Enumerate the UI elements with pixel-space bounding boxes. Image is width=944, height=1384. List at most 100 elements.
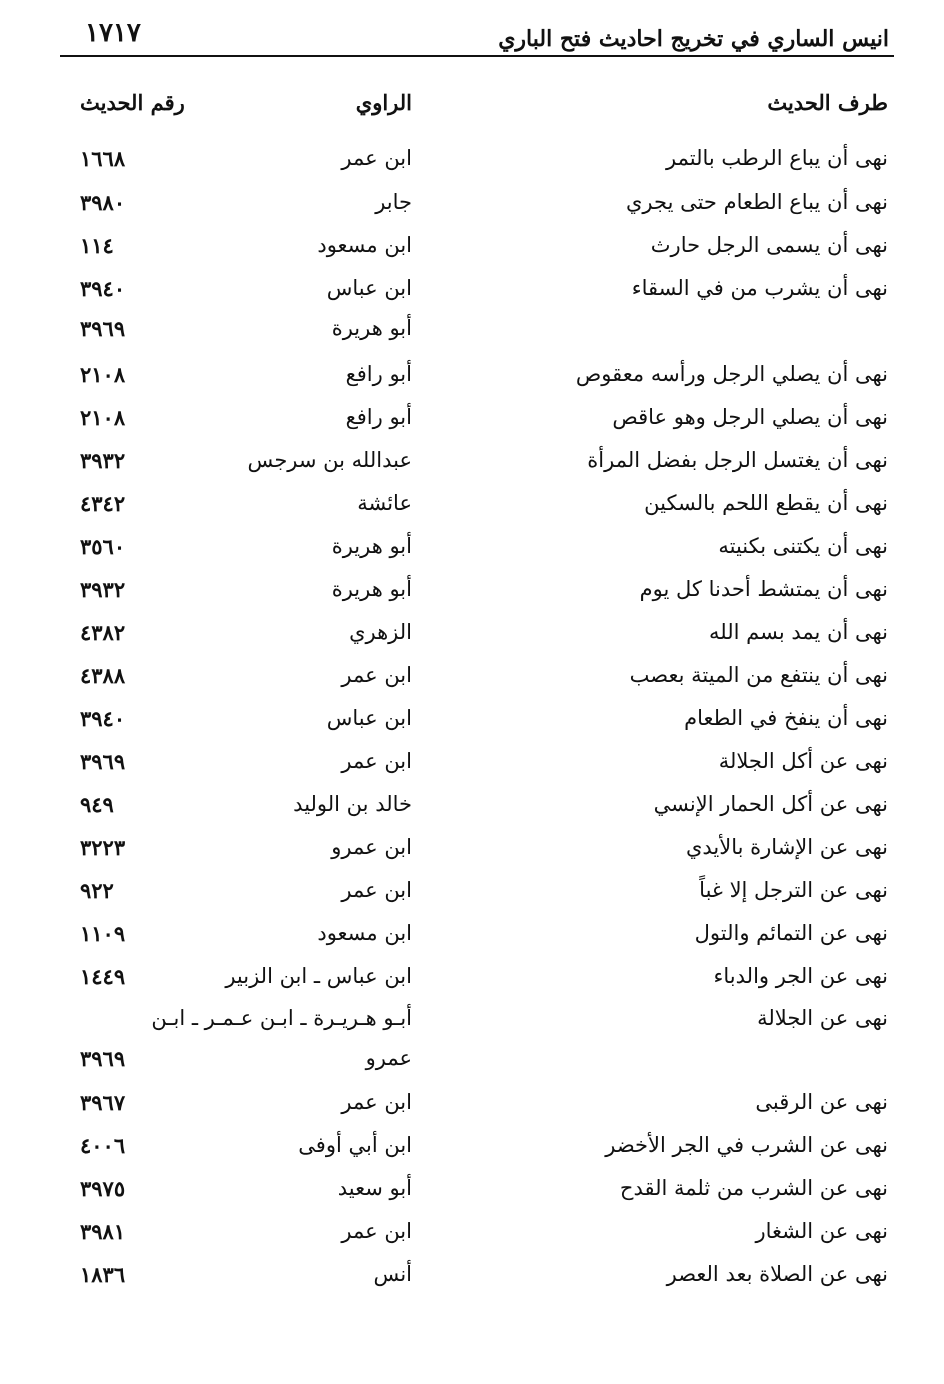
number-cell: ٣٩٦٩ <box>80 1046 126 1071</box>
hadith-cell: نهى عن الجر والدباء <box>713 964 888 988</box>
hadith-cell: نهى أن يمد بسم الله <box>709 620 888 644</box>
narrator-cell: أبو هريرة <box>331 577 412 601</box>
table-row: نهى عن الإشارة بالأيدي ابن عمرو ٣٢٢٣ <box>0 835 944 875</box>
table-row: نهى أن يمتشط أحدنا كل يوم أبو هريرة ٣٩٣٢ <box>0 577 944 617</box>
hadith-cell: نهى عن الترجل إلا غباً <box>699 878 888 902</box>
narrator-cell: ابن مسعود <box>317 921 412 945</box>
table-row: نهى أن يغتسل الرجل بفضل المرأة عبدالله بن… <box>0 448 944 488</box>
table-row: نهى عن الجلالة أبـو هـريـرة ـ ابـن عـمـر … <box>0 1006 944 1046</box>
hadith-cell: نهى عن أكل الحمار الإنسي <box>653 792 888 816</box>
hadith-cell: نهى عن الرقبى <box>755 1090 888 1114</box>
table-row: نهى عن الشرب في الجر الأخضر ابن أبي أوفى ٤… <box>0 1133 944 1173</box>
narrator-cell: أبو رافع <box>345 362 412 386</box>
narrator-cell: أبو هريرة <box>331 534 412 558</box>
table-row: نهى أن ينفخ في الطعام ابن عباس ٣٩٤٠ <box>0 706 944 746</box>
narrator-cell: ابن عمر <box>341 878 412 902</box>
number-cell: ٣٥٦٠ <box>80 534 126 559</box>
hadith-cell: نهى عن الجلالة <box>757 1006 888 1030</box>
hadith-cell: نهى عن أكل الجلالة <box>718 749 888 773</box>
narrator-cell: ابن عمرو <box>331 835 412 859</box>
table-row: نهى عن أكل الجلالة ابن عمر ٣٩٦٩ <box>0 749 944 789</box>
number-cell: ٤٠٠٦ <box>80 1133 126 1158</box>
table-row: نهى عن الرقبى ابن عمر ٣٩٦٧ <box>0 1090 944 1130</box>
table-row: نهى أن يباع الطعام حتى يجري جابر ٣٩٨٠ <box>0 190 944 230</box>
column-header-hadith: طرف الحديث <box>767 90 888 115</box>
number-cell: ٢١٠٨ <box>80 405 126 430</box>
number-cell: ٣٩٣٢ <box>80 577 126 602</box>
narrator-cell: أبو هريرة <box>331 316 412 340</box>
number-cell: ٤٣٨٨ <box>80 663 126 688</box>
number-cell: ٣٩٣٢ <box>80 448 126 473</box>
hadith-cell: نهى أن يسمى الرجل حارث <box>650 233 888 257</box>
hadith-cell: نهى عن الشرب في الجر الأخضر <box>605 1133 888 1157</box>
table-row: نهى أن يباع الرطب بالتمر ابن عمر ١٦٦٨ <box>0 146 944 186</box>
table-row: نهى أن يسمى الرجل حارث ابن مسعود ١١٤ <box>0 233 944 273</box>
hadith-cell: نهى عن الإشارة بالأيدي <box>685 835 888 859</box>
hadith-cell: نهى عن الشغار <box>755 1219 888 1243</box>
number-cell: ٢١٠٨ <box>80 362 126 387</box>
number-cell: ٣٩٨١ <box>80 1219 126 1244</box>
hadith-cell: نهى أن يقطع اللحم بالسكين <box>644 491 888 515</box>
table-row: نهى أن يشرب من في السقاء ابن عباس ٣٩٤٠ <box>0 276 944 316</box>
number-cell: ٣٩٤٠ <box>80 276 126 301</box>
hadith-cell: نهى عن الشرب من ثلمة القدح <box>619 1176 888 1200</box>
narrator-cell: ابن عباس <box>326 276 412 300</box>
hadith-cell: نهى أن يصلي الرجل ورأسه معقوص <box>575 362 888 386</box>
column-header-narrator: الراوي <box>355 90 412 115</box>
hadith-cell: نهى عن الصلاة بعد العصر <box>666 1262 888 1286</box>
header-rule <box>60 55 894 57</box>
table-row: نهى عن الشرب من ثلمة القدح أبو سعيد ٣٩٧٥ <box>0 1176 944 1216</box>
narrator-cell: أبـو هـريـرة ـ ابـن عـمـر ـ ابـن <box>151 1006 412 1030</box>
narrator-cell: أبو سعيد <box>337 1176 412 1200</box>
table-row: نهى أن ينتفع من الميتة بعصب ابن عمر ٤٣٨٨ <box>0 663 944 703</box>
hadith-cell: نهى أن يباع الرطب بالتمر <box>666 146 888 170</box>
number-cell: ٤٣٤٢ <box>80 491 126 516</box>
number-cell: ٣٢٢٣ <box>80 835 126 860</box>
number-cell: ١١٤ <box>80 233 114 258</box>
narrator-cell: أبو رافع <box>345 405 412 429</box>
number-cell: ١١٠٩ <box>80 921 126 946</box>
column-header-number: رقم الحديث <box>80 90 185 115</box>
number-cell: ٣٩٦٩ <box>80 749 126 774</box>
hadith-cell: نهى عن التمائم والتول <box>694 921 888 945</box>
hadith-cell: نهى أن يشرب من في السقاء <box>631 276 888 300</box>
narrator-cell: ابن أبي أوفى <box>298 1133 412 1157</box>
running-title: انيس الساري في تخريج احاديث فتح الباري <box>498 26 889 52</box>
narrator-cell: أنس <box>373 1262 412 1286</box>
hadith-cell: نهى أن ينفخ في الطعام <box>684 706 888 730</box>
table-row: نهى أن يمد بسم الله الزهري ٤٣٨٢ <box>0 620 944 660</box>
table-row: نهى أن يكتنى بكنيته أبو هريرة ٣٥٦٠ <box>0 534 944 574</box>
number-cell: ٣٩٦٩ <box>80 316 126 341</box>
narrator-cell: ابن عمر <box>341 1219 412 1243</box>
narrator-cell: عائشة <box>357 491 412 515</box>
page-number: ١٧١٧ <box>85 18 141 48</box>
table-row: نهى عن الصلاة بعد العصر أنس ١٨٣٦ <box>0 1262 944 1302</box>
number-cell: ٩٤٩ <box>80 792 114 817</box>
hadith-cell: نهى أن يصلي الرجل وهو عاقص <box>612 405 888 429</box>
hadith-cell: نهى أن ينتفع من الميتة بعصب <box>629 663 888 687</box>
number-cell: ٤٣٨٢ <box>80 620 126 645</box>
number-cell: ٣٩٦٧ <box>80 1090 126 1115</box>
narrator-cell: عبدالله بن سرجس <box>247 448 412 472</box>
number-cell: ٣٩٧٥ <box>80 1176 126 1201</box>
number-cell: ١٨٣٦ <box>80 1262 126 1287</box>
number-cell: ٩٢٢ <box>80 878 114 903</box>
narrator-cell: ابن عمر <box>341 1090 412 1114</box>
number-cell: ٣٩٤٠ <box>80 706 126 731</box>
hadith-cell: نهى أن يغتسل الرجل بفضل المرأة <box>587 448 888 472</box>
hadith-cell: نهى أن يكتنى بكنيته <box>718 534 888 558</box>
table-row: عمرو ٣٩٦٩ <box>0 1046 944 1086</box>
table-row: نهى أن يصلي الرجل ورأسه معقوص أبو رافع ٢١٠… <box>0 362 944 402</box>
number-cell: ٣٩٨٠ <box>80 190 126 215</box>
hadith-cell: نهى أن يمتشط أحدنا كل يوم <box>639 577 888 601</box>
narrator-cell: ابن عمر <box>341 663 412 687</box>
narrator-cell: ابن مسعود <box>317 233 412 257</box>
table-row: نهى عن الشغار ابن عمر ٣٩٨١ <box>0 1219 944 1259</box>
narrator-cell: خالد بن الوليد <box>293 792 412 816</box>
narrator-cell: ابن عباس <box>326 706 412 730</box>
number-cell: ١٦٦٨ <box>80 146 126 171</box>
narrator-cell: جابر <box>375 190 412 214</box>
narrator-cell: ابن عباس ـ ابن الزبير <box>225 964 412 988</box>
number-cell: ١٤٤٩ <box>80 964 126 989</box>
narrator-cell: الزهري <box>349 620 412 644</box>
